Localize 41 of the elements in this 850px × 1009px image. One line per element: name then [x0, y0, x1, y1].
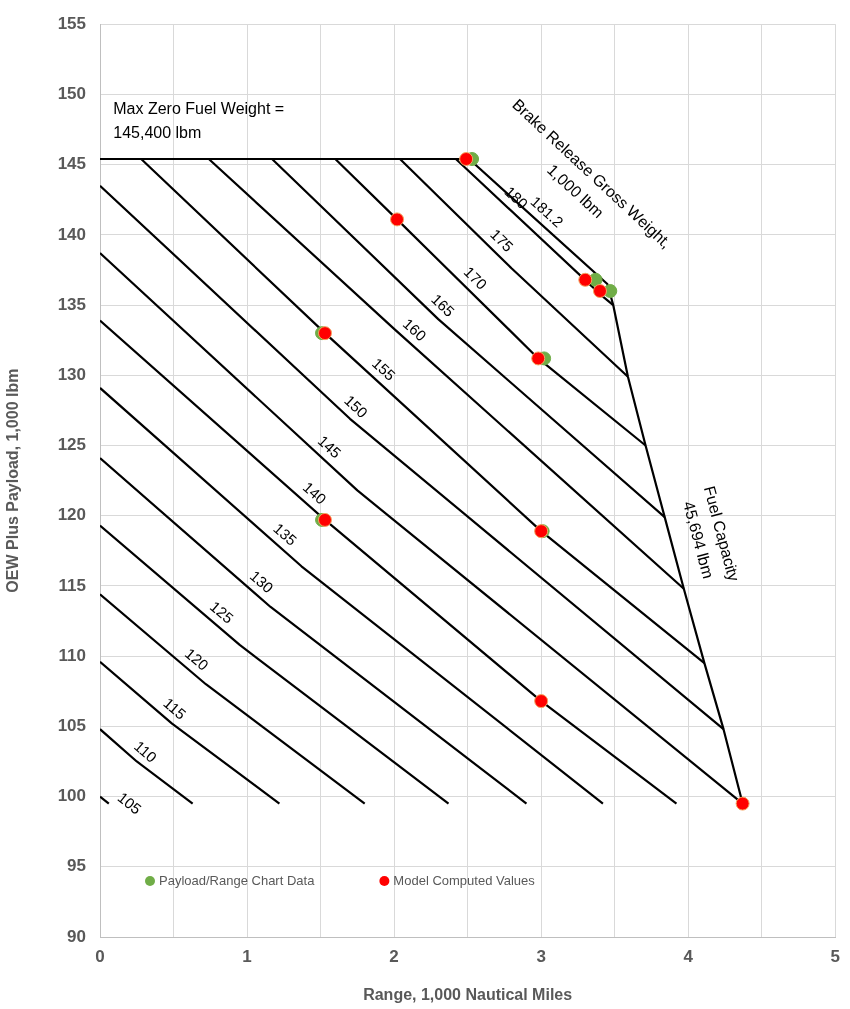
y-tick-label: 115 [58, 575, 86, 595]
x-tick-label: 1 [242, 946, 252, 966]
annotation: Fuel Capacity 45,694 lbm [679, 484, 743, 584]
text: 150 [341, 391, 372, 422]
text: 145 [314, 431, 345, 462]
y-tick-label: 140 [57, 224, 86, 244]
x-axis-title: Range, 1,000 Nautical Miles [363, 985, 573, 1003]
x-tick-label: 4 [683, 946, 694, 966]
y-tick-label: 130 [57, 364, 86, 384]
legend-label: Model Computed Values [393, 872, 536, 888]
y-tick-label: 100 [57, 786, 86, 806]
text: 125 [206, 597, 237, 627]
y-tick-label: 145 [57, 154, 86, 174]
y-axis-title: OEW Plus Payload, 1,000 lbm [4, 368, 22, 593]
y-tick-label: 110 [58, 645, 86, 665]
y-tick-label: 135 [57, 294, 86, 314]
x-tick-label: 0 [95, 946, 105, 966]
text: 130 [246, 566, 277, 597]
y-tick-label: 125 [57, 435, 86, 455]
text: 110 [130, 737, 161, 766]
y-tick-label: 90 [67, 926, 86, 946]
text: 160 [399, 314, 430, 345]
text: 115 [160, 694, 190, 723]
text: 170 [460, 263, 491, 293]
x-tick-label: 5 [830, 946, 841, 966]
text: 155 [369, 354, 399, 384]
annotation: Max Zero Fuel Weight = 145,400 lbm [113, 100, 285, 142]
x-tick-label: 3 [536, 946, 546, 966]
text: 120 [181, 644, 212, 674]
text: 175 [487, 225, 517, 256]
text: 165 [428, 290, 458, 321]
y-tick-label: 105 [57, 716, 86, 736]
legend-label: Payload/Range Chart Data [159, 872, 316, 888]
y-tick-label: 120 [57, 505, 86, 525]
x-tick-label: 2 [389, 946, 399, 966]
y-tick-label: 155 [57, 13, 86, 33]
y-tick-label: 95 [67, 856, 86, 876]
text: 105 [114, 788, 145, 818]
text: 135 [270, 519, 301, 549]
text: 140 [299, 478, 330, 508]
y-tick-label: 150 [57, 84, 86, 104]
